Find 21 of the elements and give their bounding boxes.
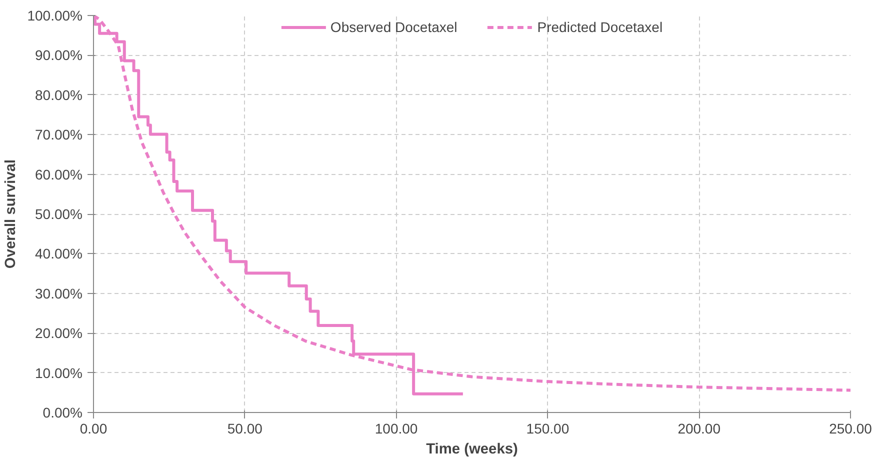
y-tick-label: 30.00% — [35, 285, 82, 302]
x-tick-label: 200.00 — [678, 420, 721, 436]
x-tick-label: 250.00 — [829, 420, 872, 436]
y-tick-label: 90.00% — [35, 47, 82, 64]
legend-label: Observed Docetaxel — [330, 19, 458, 35]
x-tick-label: 150.00 — [526, 420, 570, 436]
y-tick-label: 10.00% — [35, 364, 82, 381]
y-tick-label: 60.00% — [35, 166, 82, 182]
y-tick-label: 50.00% — [35, 206, 82, 222]
y-tick-label: 20.00% — [35, 325, 82, 342]
x-tick-label: 100.00 — [374, 420, 418, 436]
legend-label: Predicted Docetaxel — [537, 19, 663, 35]
y-tick-label: 100.00% — [27, 8, 83, 24]
y-axis-title: Overall survival — [3, 159, 20, 269]
y-tick-label: 40.00% — [35, 246, 82, 262]
x-axis-title: Time (weeks) — [426, 442, 518, 458]
x-tick-label: 0.00 — [80, 420, 108, 436]
y-tick-label: 80.00% — [35, 86, 82, 103]
y-tick-label: 0.00% — [42, 404, 83, 420]
y-tick-label: 70.00% — [35, 126, 82, 143]
x-tick-label: 50.00 — [227, 420, 263, 436]
